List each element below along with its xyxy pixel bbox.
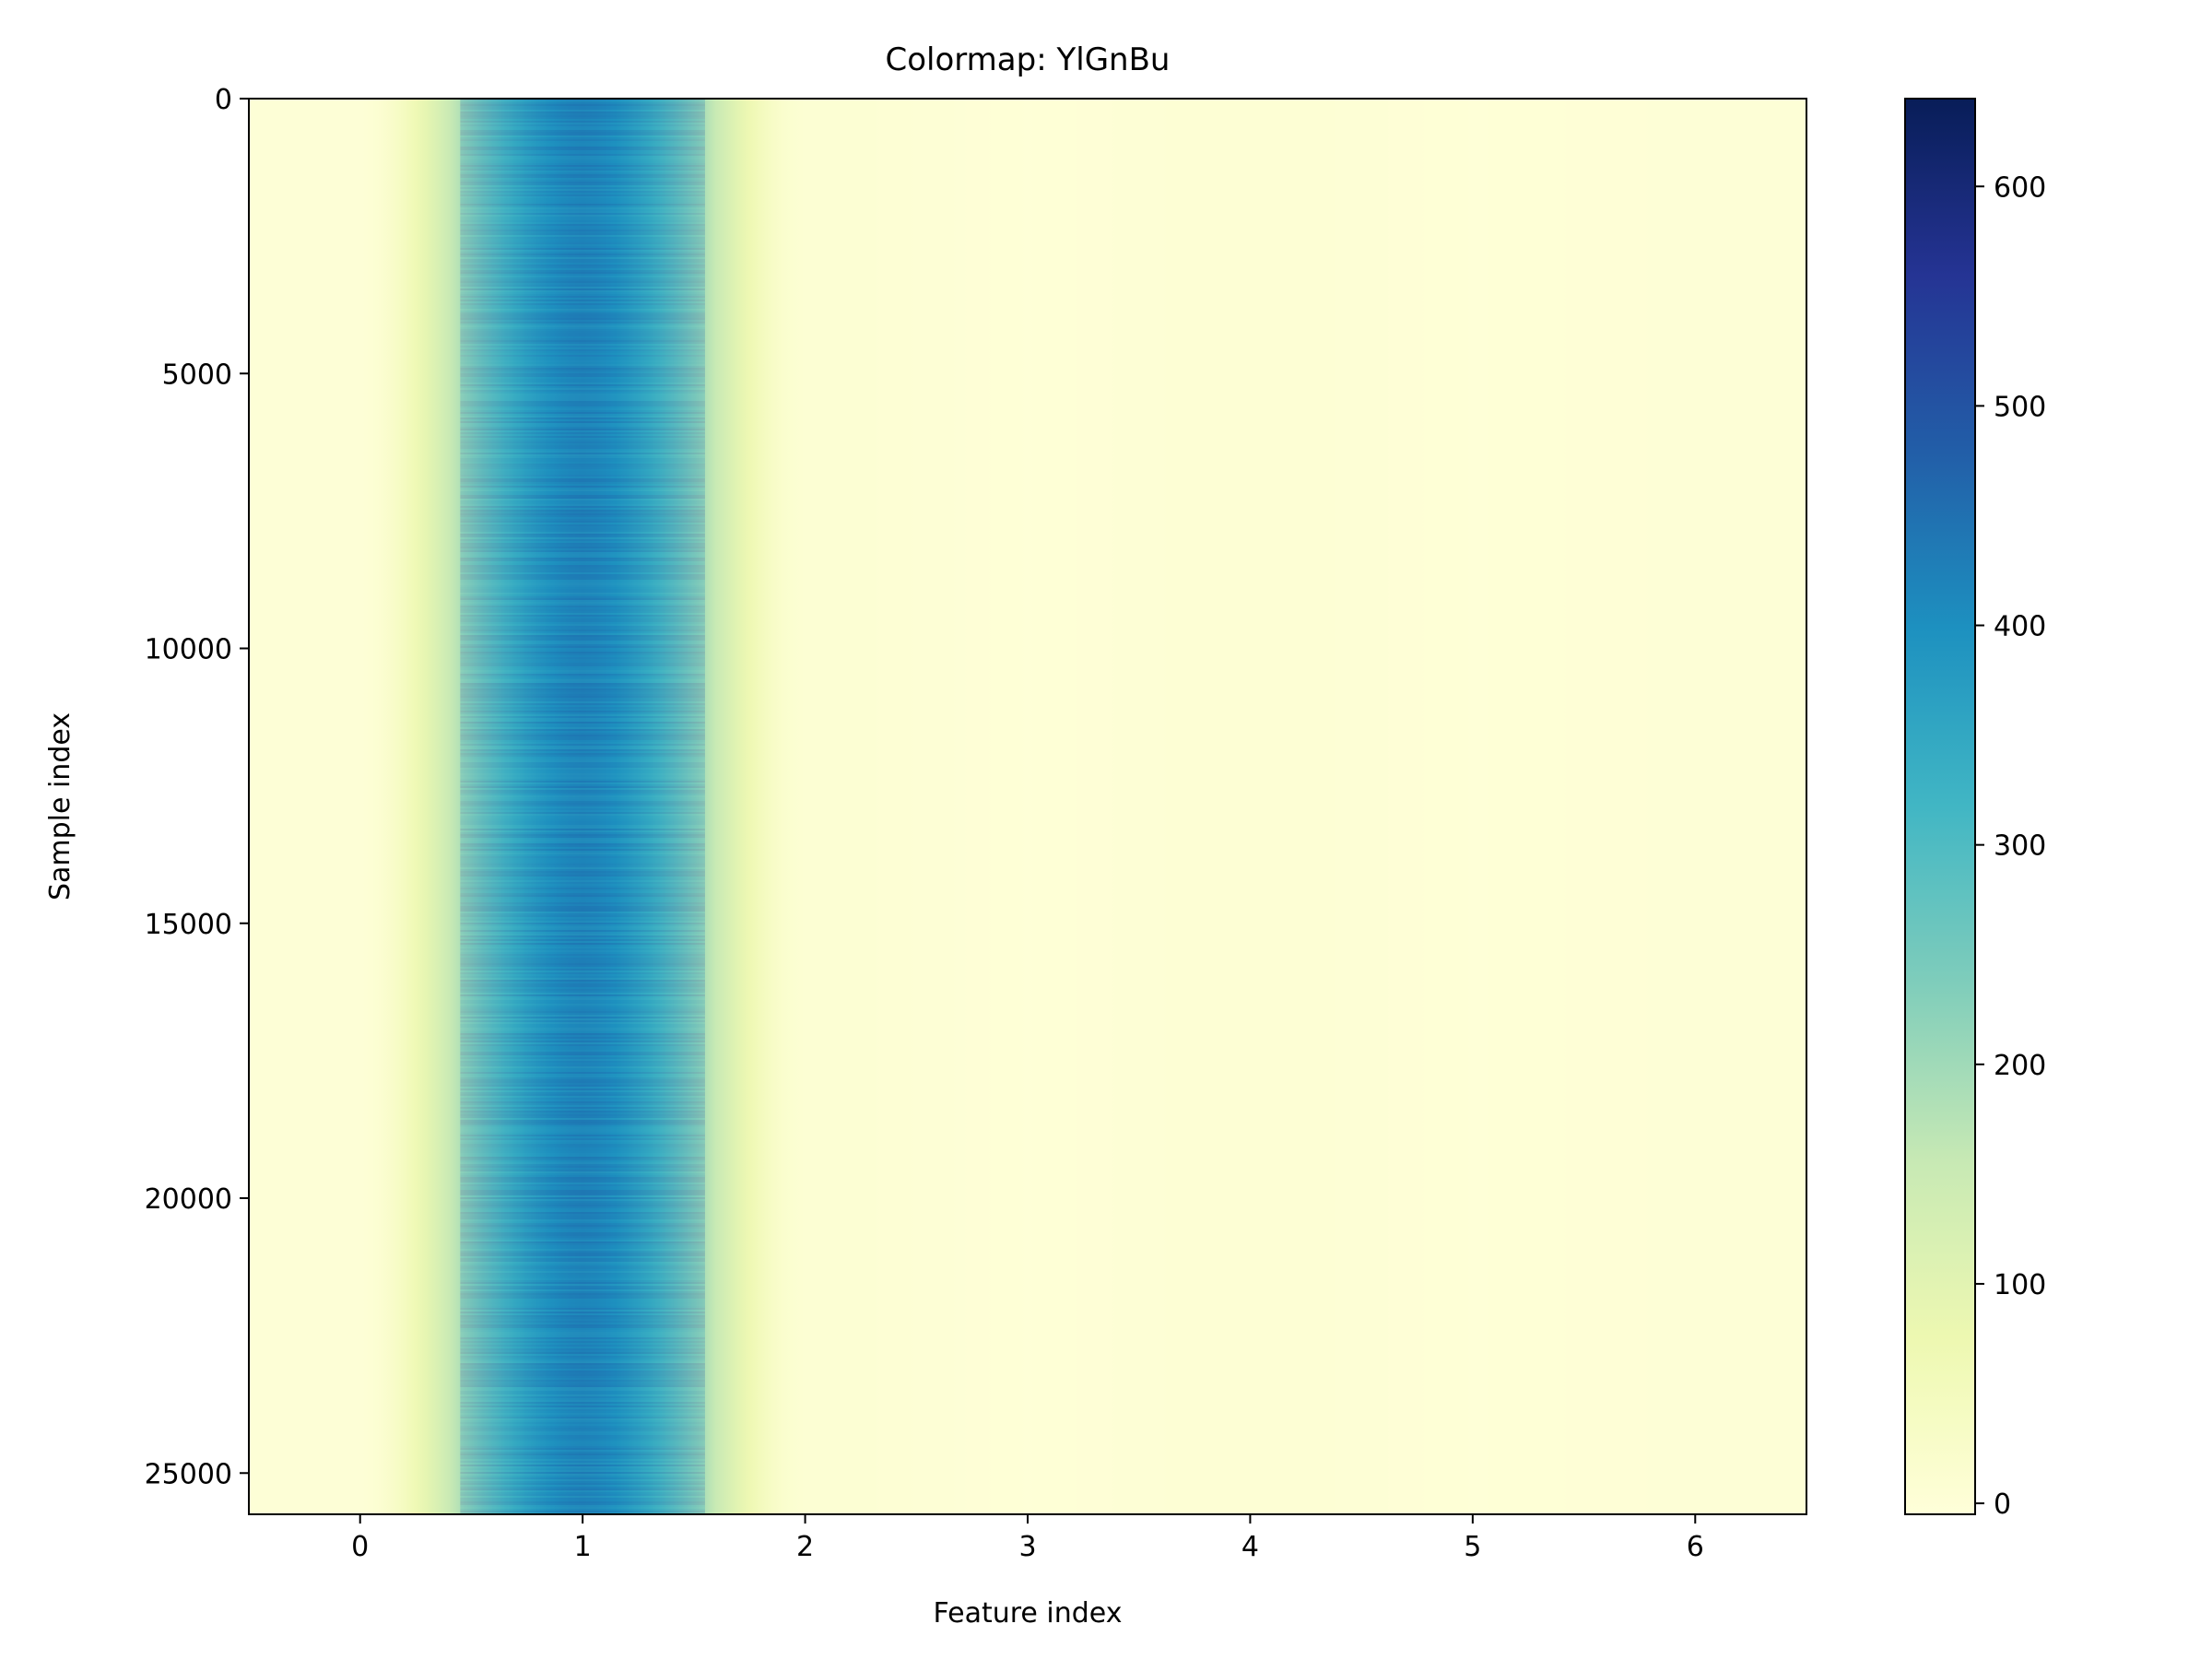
colorbar-tick-label: 200 bbox=[1994, 1050, 2046, 1082]
y-tick-label: 0 bbox=[215, 84, 232, 116]
colorbar-axis: 0 100 200 300 400 500 600 bbox=[1975, 171, 2046, 1521]
x-axis-label: Feature index bbox=[934, 1597, 1123, 1630]
x-tick-label: 0 bbox=[351, 1531, 369, 1563]
colorbar-tick-label: 400 bbox=[1994, 611, 2046, 643]
y-tick-label: 25000 bbox=[145, 1458, 232, 1490]
y-tick-label: 20000 bbox=[145, 1183, 232, 1216]
x-tick-label: 2 bbox=[796, 1531, 814, 1563]
colorbar-tick-label: 600 bbox=[1994, 171, 2046, 204]
colorbar-tick-label: 300 bbox=[1994, 830, 2046, 863]
colorbar-tick-label: 0 bbox=[1994, 1488, 2011, 1521]
chart-title: Colormap: YlGnBu bbox=[886, 41, 1171, 78]
plot-area bbox=[249, 99, 1806, 1514]
x-tick-label: 6 bbox=[1687, 1531, 1704, 1563]
colorbar-tick-label: 100 bbox=[1994, 1269, 2046, 1301]
x-tick-label: 4 bbox=[1241, 1531, 1259, 1563]
y-tick-label: 15000 bbox=[145, 909, 232, 941]
colorbar-tick-label: 500 bbox=[1994, 391, 2046, 423]
colorbar bbox=[1904, 98, 1976, 1515]
x-tick-label: 5 bbox=[1464, 1531, 1481, 1563]
y-axis-label: Sample index bbox=[44, 712, 76, 900]
heatmap-columns bbox=[249, 99, 1806, 1514]
x-tick-label: 1 bbox=[574, 1531, 592, 1563]
y-tick-label: 10000 bbox=[145, 634, 232, 666]
y-tick-label: 5000 bbox=[162, 359, 232, 391]
y-axis: 0 5000 10000 15000 20000 25000 bbox=[145, 84, 249, 1490]
x-tick-label: 3 bbox=[1018, 1531, 1036, 1563]
x-axis: 0 1 2 3 4 5 6 bbox=[351, 1514, 1704, 1563]
heatmap-row-variation bbox=[460, 99, 705, 1514]
